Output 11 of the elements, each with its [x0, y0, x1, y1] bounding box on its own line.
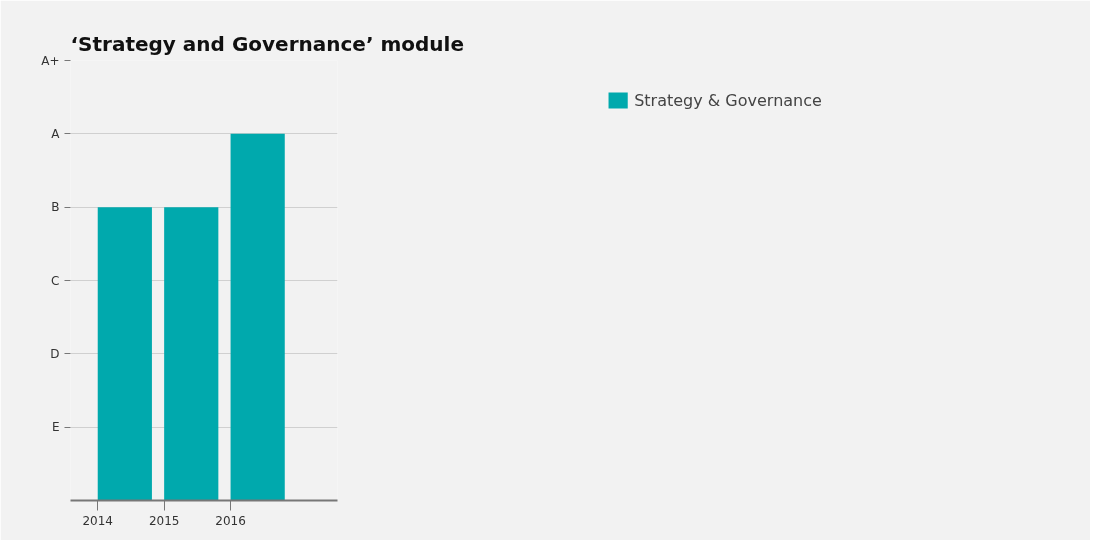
x-tick-label: 2016: [215, 513, 246, 528]
legend-label: Strategy & Governance: [634, 90, 822, 110]
text: A+: [41, 53, 60, 68]
text: E: [51, 420, 60, 435]
x-tick-label: 2014: [82, 513, 114, 528]
text: B: [51, 200, 60, 215]
chart-title: ‘Strategy and Governance’ module: [70, 31, 465, 56]
text: C: [51, 273, 60, 288]
text: A: [51, 126, 61, 141]
x-tick-label: 2015: [148, 513, 180, 528]
text: D: [50, 346, 60, 361]
